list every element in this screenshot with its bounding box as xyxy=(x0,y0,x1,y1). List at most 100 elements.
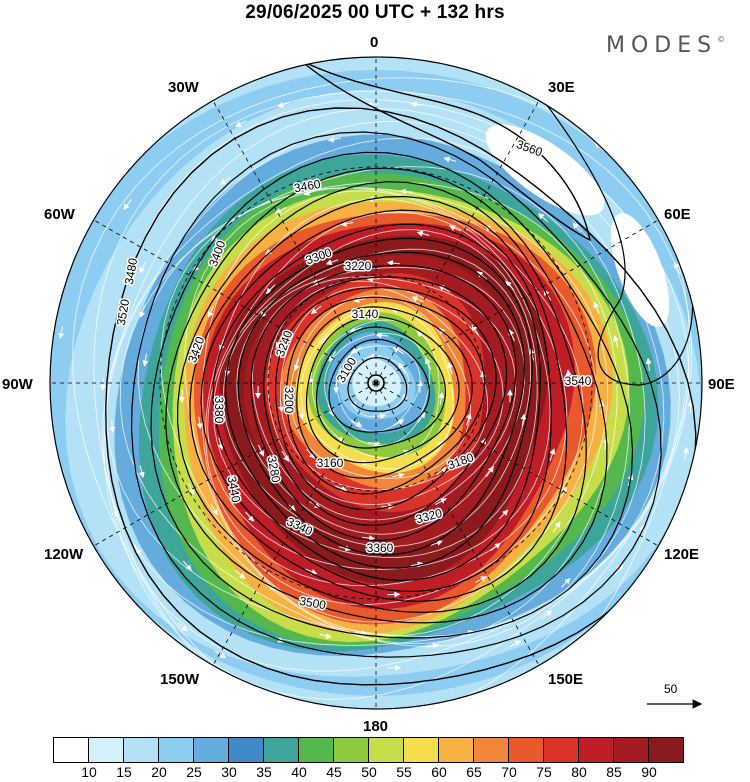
wind-arrow xyxy=(448,225,462,232)
wind-arrow xyxy=(333,433,345,443)
lon-label-60w: 60W xyxy=(44,206,75,223)
wind-arrow xyxy=(274,206,287,214)
height-contour xyxy=(176,181,587,614)
colorbar-swatch xyxy=(648,737,684,763)
wind-arrow xyxy=(277,101,290,108)
colorbar-tick-label: 15 xyxy=(116,764,132,780)
colorbar-tick-label: 60 xyxy=(431,764,447,780)
wind-arrow xyxy=(410,101,424,108)
wind-arrow xyxy=(614,563,623,575)
colorbar-tick-label: 20 xyxy=(151,764,167,780)
wind-arrow xyxy=(410,561,424,568)
wind-arrow xyxy=(552,521,561,533)
wind-arrow xyxy=(219,176,231,185)
height-contour xyxy=(189,195,568,603)
wind-arrow xyxy=(475,576,487,583)
wind-arrow xyxy=(139,305,146,318)
meridian xyxy=(375,97,542,384)
meridian xyxy=(90,217,377,384)
wind-arrow xyxy=(520,413,527,427)
wind-arrow xyxy=(486,141,499,148)
wind-arrow xyxy=(139,261,146,274)
height-contour xyxy=(315,326,446,449)
graticule xyxy=(50,57,702,709)
wind-arrow xyxy=(447,361,454,375)
reference-vector-arrow xyxy=(647,699,703,709)
colorbar-swatch xyxy=(228,737,264,763)
colorbar-tick-label: 35 xyxy=(256,764,272,780)
height-contour xyxy=(296,306,473,479)
streamline xyxy=(93,90,692,709)
colorbar-swatch xyxy=(333,737,369,763)
height-contour xyxy=(212,223,541,582)
wind-arrow xyxy=(319,632,332,639)
contour-label: 3200 xyxy=(282,387,296,414)
wind-arrow xyxy=(416,331,427,340)
wind-arrow xyxy=(235,570,246,579)
lon-label-30e: 30E xyxy=(548,79,575,96)
height-contour xyxy=(237,251,525,556)
colorbar-tick-label: 50 xyxy=(361,764,377,780)
wind-arrow xyxy=(398,362,407,374)
wind-arrow xyxy=(490,542,501,552)
contour-label: 3220 xyxy=(345,259,372,273)
wind-arrow xyxy=(353,297,366,303)
wind-arrow xyxy=(565,369,572,383)
wind-arrow xyxy=(645,357,652,371)
height-contour xyxy=(150,151,634,639)
contour-label: 3360 xyxy=(367,541,394,555)
lon-label-90e: 90E xyxy=(708,376,735,393)
wind-arrow xyxy=(265,284,276,295)
wind-arrow xyxy=(387,591,401,598)
streamline xyxy=(119,166,630,648)
colorbar-swatch xyxy=(298,737,334,763)
meridian xyxy=(375,382,662,549)
meridian xyxy=(210,97,377,384)
colorbar-swatch xyxy=(438,737,474,763)
contour-label: 3140 xyxy=(352,307,379,321)
wind-arrow xyxy=(368,353,382,360)
streamline xyxy=(201,190,584,606)
wind-arrow xyxy=(560,486,567,499)
height-contour xyxy=(275,287,497,511)
streamline xyxy=(300,306,454,470)
wind-arrow xyxy=(438,391,445,405)
height-contour xyxy=(224,237,533,569)
colorbar-tick-label: 40 xyxy=(291,764,307,780)
wind-arrow xyxy=(335,485,348,492)
wind-arrow xyxy=(373,412,387,419)
wind-arrow xyxy=(325,259,339,266)
meridian xyxy=(375,382,542,669)
wind-arrow xyxy=(508,328,515,342)
wind-arrow xyxy=(328,350,337,362)
wind-arrow xyxy=(505,280,515,291)
colorbar-tick-label: 90 xyxy=(641,764,657,780)
wind-arrow xyxy=(417,411,426,423)
wind-arrow xyxy=(142,353,149,367)
wind-arrow xyxy=(215,650,227,659)
wind-arrow xyxy=(485,466,494,477)
wind-arrow xyxy=(350,346,363,354)
wind-arrow xyxy=(188,483,195,496)
lon-label-120w: 120W xyxy=(44,546,84,563)
wind-arrow xyxy=(426,642,440,649)
wind-arrow xyxy=(593,301,600,314)
wind-arrow xyxy=(307,371,314,385)
wind-arrow xyxy=(293,358,300,372)
wind-arrow xyxy=(305,568,318,575)
colorbar-tick-label: 70 xyxy=(501,764,517,780)
colorbar-swatch xyxy=(88,737,124,763)
reference-vector-label: 50 xyxy=(664,682,678,696)
wind-arrow xyxy=(537,213,549,223)
streamline xyxy=(324,332,431,447)
pole-marker xyxy=(367,374,385,392)
colorbar-tick-label: 65 xyxy=(466,764,482,780)
lon-label-180: 180 xyxy=(363,718,389,735)
wind-arrow xyxy=(613,335,619,348)
contour-label: 3540 xyxy=(565,374,592,388)
wind-arrow xyxy=(340,220,354,227)
colorbar-swatch xyxy=(263,737,299,763)
wind-arrow xyxy=(327,404,334,417)
contour-label: 3480 xyxy=(122,257,140,286)
wind-arrow xyxy=(275,336,282,349)
